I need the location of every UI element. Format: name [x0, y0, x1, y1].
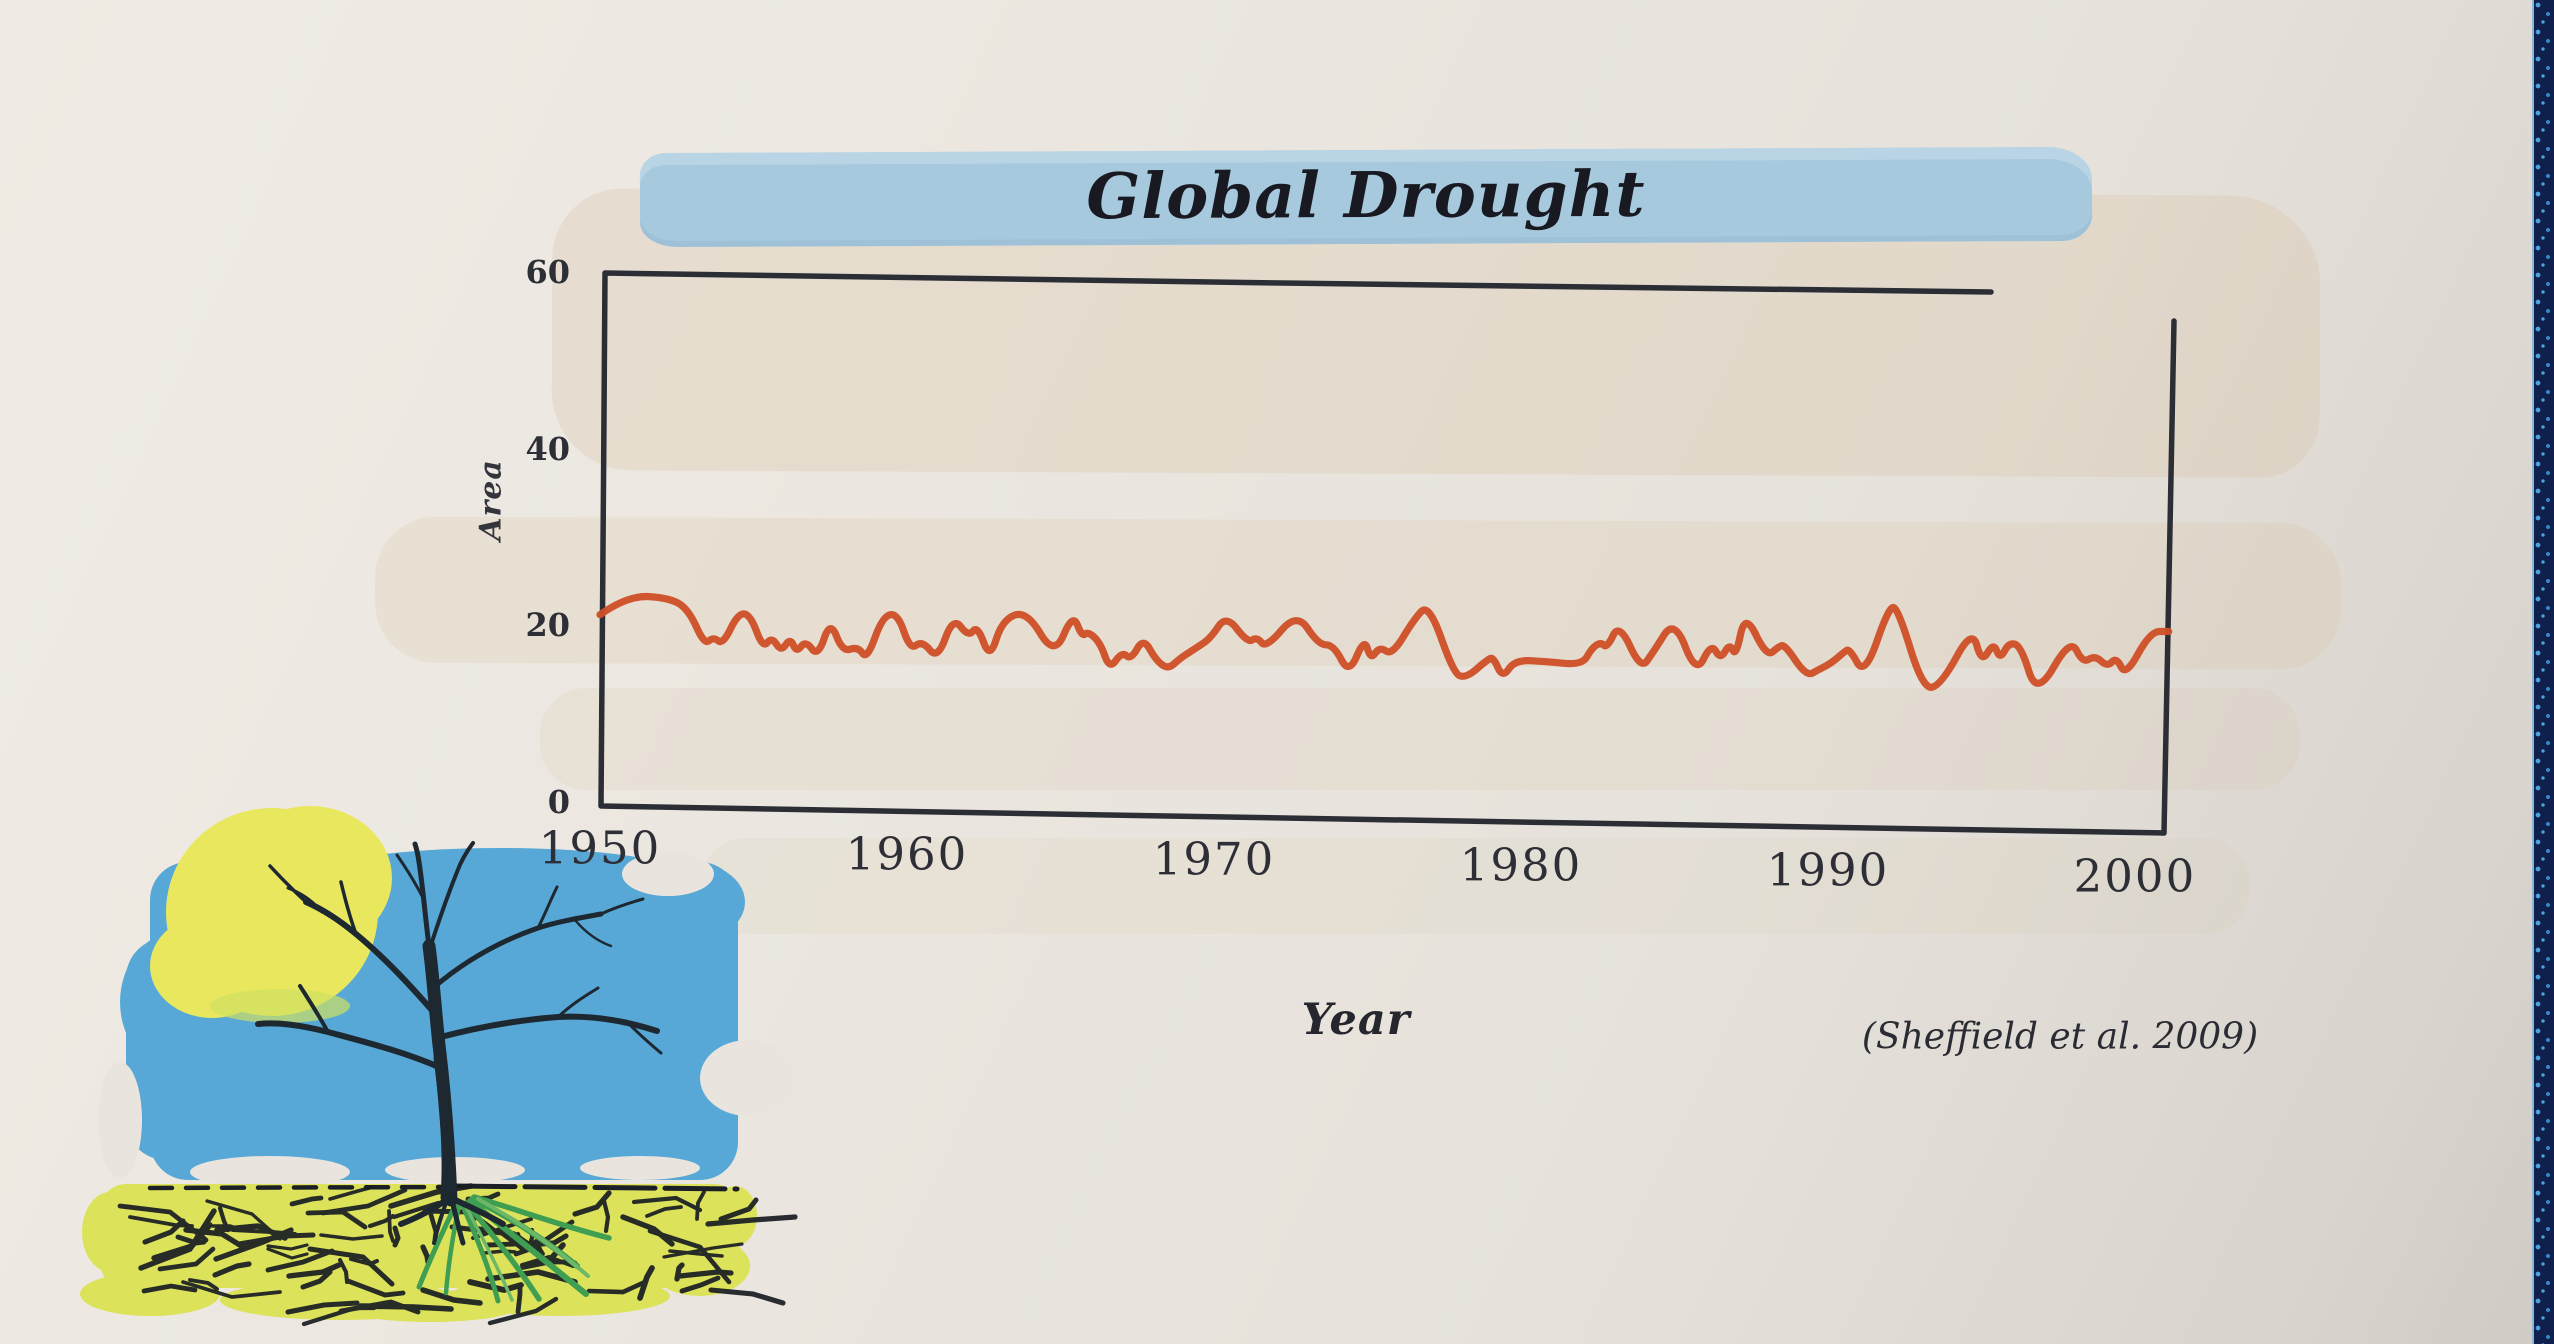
y-tick-label: 0: [547, 783, 570, 821]
x-tick-label: 1950: [538, 821, 662, 875]
dead-tree-icon: [255, 841, 663, 1246]
y-tick-label: 40: [525, 429, 570, 468]
x-tick-label: 1960: [845, 827, 969, 880]
fabric-edge-strip: [2532, 0, 2554, 1344]
y-axis-label: Area: [473, 459, 509, 541]
paper-gaps: [98, 852, 796, 1188]
soil-cracks: [117, 1183, 798, 1327]
drought-line: [596, 592, 2173, 691]
chart-frame: [598, 270, 2177, 836]
x-axis-label: Year: [1301, 995, 1411, 1045]
sun-icon: [150, 806, 392, 1023]
source-citation: (Sheffield et al. 2009): [1861, 1016, 2259, 1058]
horizon-line: [147, 1183, 740, 1192]
x-tick-label: 1990: [1766, 843, 1890, 897]
y-tick-label: 60: [525, 253, 570, 291]
y-tick-label: 20: [525, 606, 570, 645]
dead-tree-illustration: [80, 806, 798, 1327]
x-tick-label: 2000: [2073, 849, 2197, 902]
x-tick-label: 1970: [1152, 832, 1276, 886]
x-tick-label: 1980: [1459, 838, 1583, 891]
